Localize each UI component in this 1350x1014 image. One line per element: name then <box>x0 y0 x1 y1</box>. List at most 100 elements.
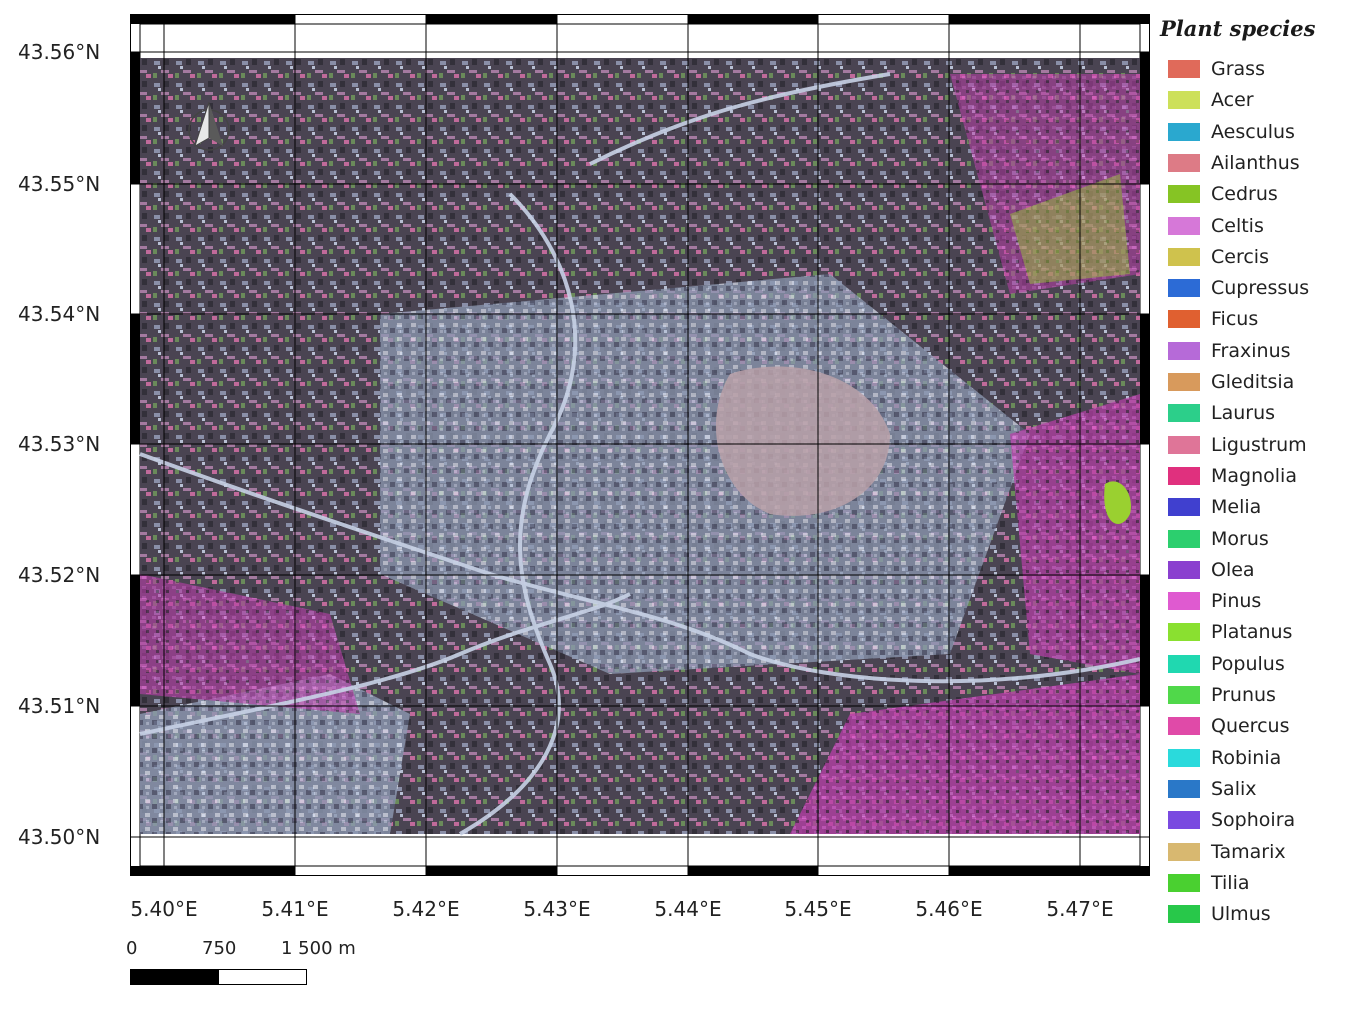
latitude-label: 43.53°N <box>18 432 101 456</box>
legend-item-gleditsia: Gleditsia <box>1168 371 1294 393</box>
legend-item-sophoira: Sophoira <box>1168 809 1295 831</box>
legend-item-grass: Grass <box>1168 58 1265 80</box>
legend-swatch <box>1168 905 1200 924</box>
legend-swatch <box>1168 185 1200 204</box>
longitude-label: 5.47°E <box>1046 897 1114 921</box>
latitude-label: 43.56°N <box>18 40 101 64</box>
legend-item-fraxinus: Fraxinus <box>1168 340 1291 362</box>
legend-label: Acer <box>1211 89 1254 112</box>
legend-swatch <box>1168 686 1200 704</box>
legend-swatch <box>1168 529 1200 548</box>
map-frame[interactable] <box>130 14 1150 876</box>
legend-item-celtis: Celtis <box>1168 215 1264 237</box>
legend-label: Platanus <box>1211 621 1293 644</box>
legend-swatch <box>1168 592 1200 611</box>
legend-label: Olea <box>1211 558 1255 581</box>
frame-segment <box>426 14 557 24</box>
legend-label: Populus <box>1211 652 1285 675</box>
legend-item-aesculus: Aesculus <box>1168 121 1295 143</box>
legend-title: Plant species <box>1160 16 1316 41</box>
legend-label: Cercis <box>1211 245 1269 268</box>
map-canvas[interactable] <box>130 14 1150 876</box>
latitude-label: 43.51°N <box>18 694 101 718</box>
legend-label: Celtis <box>1211 214 1264 237</box>
frame-segment <box>130 575 140 706</box>
legend-swatch <box>1168 873 1200 892</box>
legend-item-morus: Morus <box>1168 528 1269 550</box>
legend-item-cupressus: Cupressus <box>1168 277 1309 299</box>
frame-segment <box>130 14 164 24</box>
legend-label: Sophoira <box>1211 809 1296 832</box>
frame-segment <box>1140 314 1150 444</box>
latitude-label: 43.55°N <box>18 172 101 196</box>
latitude-label: 43.50°N <box>18 825 101 849</box>
legend-swatch <box>1168 216 1200 235</box>
legend-item-ailanthus: Ailanthus <box>1168 152 1300 174</box>
legend-item-prunus: Prunus <box>1168 684 1276 706</box>
legend-item-salix: Salix <box>1168 778 1257 800</box>
longitude-label: 5.43°E <box>523 897 591 921</box>
legend-label: Fraxinus <box>1211 339 1291 362</box>
longitude-label: 5.44°E <box>654 897 722 921</box>
legend-label: Pinus <box>1211 590 1262 613</box>
legend-swatch <box>1168 91 1200 110</box>
legend-swatch <box>1168 654 1200 673</box>
frame-segment <box>1140 52 1150 184</box>
longitude-label: 5.45°E <box>784 897 852 921</box>
legend-item-platanus: Platanus <box>1168 621 1292 643</box>
legend-label: Grass <box>1211 58 1265 80</box>
longitude-label: 5.46°E <box>915 897 983 921</box>
legend-item-populus: Populus <box>1168 653 1285 675</box>
legend-item-ficus: Ficus <box>1168 308 1258 330</box>
legend-item-ulmus: Ulmus <box>1168 903 1271 925</box>
legend-swatch <box>1168 811 1200 830</box>
legend-label: Melia <box>1211 496 1262 519</box>
legend-swatch <box>1168 153 1200 172</box>
legend-label: Robinia <box>1211 746 1282 769</box>
legend-item-olea: Olea <box>1168 559 1255 581</box>
legend-item-cedrus: Cedrus <box>1168 183 1278 205</box>
legend-swatch <box>1168 310 1200 329</box>
legend-swatch <box>1168 60 1200 78</box>
legend-label: Cupressus <box>1211 277 1310 300</box>
legend-label: Ficus <box>1211 308 1259 331</box>
legend-label: Magnolia <box>1211 464 1297 487</box>
legend-swatch <box>1168 717 1200 736</box>
legend-label: Tamarix <box>1211 840 1286 863</box>
legend-item-ligustrum: Ligustrum <box>1168 434 1307 456</box>
legend-item-robinia: Robinia <box>1168 747 1281 769</box>
frame-segment <box>130 314 140 444</box>
legend-swatch <box>1168 404 1200 423</box>
legend-label: Prunus <box>1211 684 1276 706</box>
legend-item-tamarix: Tamarix <box>1168 841 1286 863</box>
frame-segment <box>949 866 1080 876</box>
frame-segment <box>164 866 295 876</box>
legend-label: Cedrus <box>1211 183 1278 206</box>
legend-swatch <box>1168 748 1200 767</box>
legend-swatch <box>1168 842 1200 861</box>
frame-segment <box>130 866 164 876</box>
longitude-label: 5.40°E <box>130 897 198 921</box>
latitude-label: 43.54°N <box>18 302 101 326</box>
scale-bar: 0 750 1 500 m <box>126 938 370 998</box>
frame-segment <box>1080 866 1150 876</box>
legend-item-pinus: Pinus <box>1168 590 1261 612</box>
legend-item-laurus: Laurus <box>1168 402 1275 424</box>
legend-item-melia: Melia <box>1168 496 1261 518</box>
legend-item-quercus: Quercus <box>1168 715 1289 737</box>
legend-label: Tilia <box>1211 871 1250 894</box>
legend: Plant species Grass Acer Aesculus Ailanthus… <box>1160 14 1345 925</box>
scale-label-mid: 750 <box>202 938 237 959</box>
legend-swatch <box>1168 122 1200 141</box>
legend-label: Ailanthus <box>1211 151 1300 174</box>
longitude-label: 5.42°E <box>392 897 460 921</box>
legend-label: Ulmus <box>1211 903 1271 926</box>
legend-swatch <box>1168 498 1200 517</box>
legend-swatch <box>1168 247 1200 266</box>
legend-item-magnolia: Magnolia <box>1168 465 1297 487</box>
frame-segment <box>949 14 1080 24</box>
legend-swatch <box>1168 779 1200 798</box>
legend-label: Ligustrum <box>1211 433 1307 456</box>
frame-segment <box>1140 575 1150 706</box>
legend-swatch <box>1168 466 1200 485</box>
